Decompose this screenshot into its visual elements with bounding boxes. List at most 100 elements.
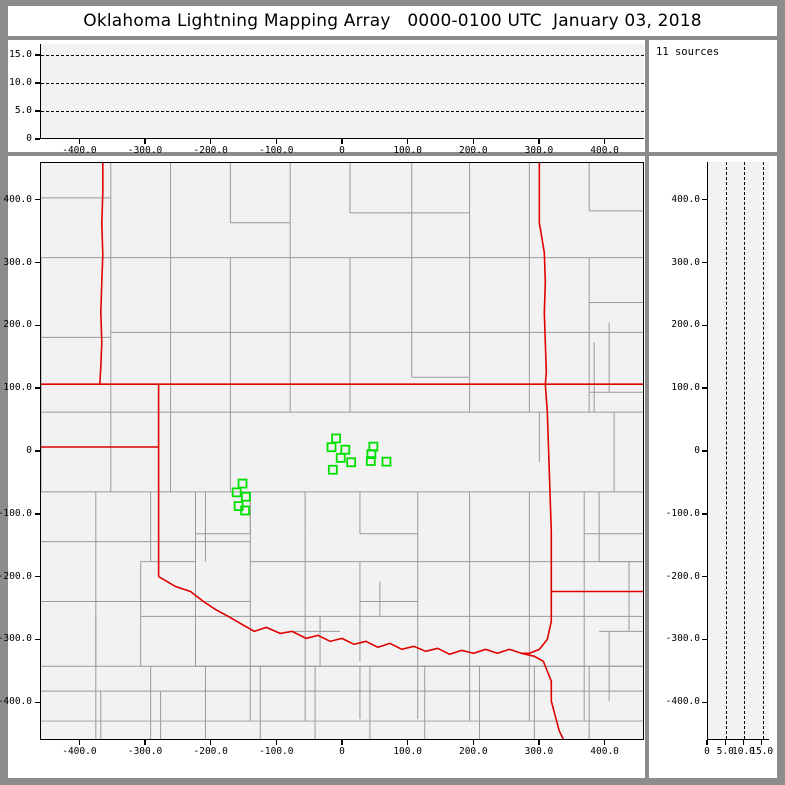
y-tick-label: 0 <box>26 445 32 456</box>
y-tick-label: 15.0 <box>9 49 32 61</box>
y-tickmark <box>35 701 40 703</box>
y-tickmark <box>702 324 707 327</box>
y-tickmark <box>702 261 707 264</box>
y-tickmark <box>35 450 40 452</box>
y-tickmark <box>35 110 40 112</box>
x-tickmark <box>209 740 212 745</box>
y-tick-label: 300.0 <box>671 256 700 268</box>
x-tick-label: 200.0 <box>458 746 488 757</box>
lightning-source-marker <box>331 433 342 444</box>
x-tick-label: 300.0 <box>524 746 554 757</box>
y-tick-label: 0 <box>694 445 700 456</box>
x-tick-label: 0 <box>339 145 345 156</box>
state-boundaries <box>41 163 643 739</box>
x-tick-label: -100.0 <box>259 746 294 757</box>
y-tick-label: 200.0 <box>3 319 32 331</box>
lightning-source-marker <box>231 487 242 498</box>
lightning-source-marker <box>381 456 392 467</box>
lightning-source-marker <box>237 478 248 489</box>
gridline-vertical <box>762 162 764 739</box>
x-tick-label: -200.0 <box>193 746 228 757</box>
x-tick-label: 400.0 <box>590 746 619 757</box>
y-tickmark <box>35 387 40 389</box>
y-tickmark <box>702 638 707 641</box>
x-tick-label: -300.0 <box>127 145 163 156</box>
x-tickmark <box>406 139 409 144</box>
y-tick-label: 100.0 <box>671 382 700 394</box>
lightning-source-marker <box>240 505 251 516</box>
altitude-vs-y-panel: 0 5.0 10.0 15.0 -400.0 -300.0 -200.0 -100.0 0 100… <box>649 156 777 778</box>
y-tickmark <box>35 82 40 84</box>
x-tickmark <box>275 139 278 144</box>
x-tick-label: -100.0 <box>259 145 294 156</box>
y-tick-label: -200.0 <box>0 570 32 582</box>
x-tickmark <box>78 139 81 144</box>
plan-view-map-panel: -400.0 -300.0 -200.0 -100.0 0 100.0 200.0 300.0… <box>0 156 645 778</box>
gridline-horizontal <box>41 83 644 85</box>
x-tickmark <box>472 740 474 745</box>
x-tickmark <box>78 740 81 745</box>
lightning-source-marker <box>327 464 338 475</box>
title-bar: Oklahoma Lightning Mapping Array 0000-01… <box>8 6 777 36</box>
y-tickmark <box>702 450 707 452</box>
y-tickmark <box>35 138 40 140</box>
x-tick-label: -400.0 <box>62 145 97 156</box>
gridline-vertical <box>726 162 728 739</box>
x-tickmark <box>538 139 540 144</box>
lightning-source-marker <box>326 442 337 453</box>
x-tick-label: 400.0 <box>590 145 619 156</box>
y-tick-label: 400.0 <box>671 193 700 205</box>
gridline-horizontal <box>41 111 644 113</box>
gridline-vertical <box>744 162 746 739</box>
x-tick-label: 10.0 <box>732 746 755 757</box>
x-tick-label: 300.0 <box>524 145 554 156</box>
plan-view-plot-area[interactable] <box>40 162 644 740</box>
y-tickmark <box>35 324 40 327</box>
y-tick-label: 200.0 <box>671 319 700 331</box>
y-tick-label: 300.0 <box>3 256 32 268</box>
y-tickmark <box>35 638 40 641</box>
y-tickmark <box>35 54 40 56</box>
y-tickmark <box>702 387 707 389</box>
x-tickmark <box>144 740 146 745</box>
x-tick-label: 0 <box>704 746 710 757</box>
x-tickmark <box>706 740 708 745</box>
altitude-vs-x-plot-area[interactable] <box>40 44 644 139</box>
altitude-vs-x-panel: 0 5.0 10.0 15.0 -400.0 -300.0 -200.0 -100.0 0 100… <box>8 40 645 156</box>
x-tickmark <box>742 740 745 745</box>
source-count-panel: 11 sources <box>649 40 777 152</box>
county-boundaries <box>41 163 643 739</box>
map-svg <box>41 163 643 739</box>
y-tickmark <box>35 575 40 578</box>
x-tick-label: 100.0 <box>393 746 422 757</box>
lightning-source-marker <box>366 449 377 459</box>
gridline-horizontal <box>41 55 644 57</box>
x-tick-label: 100.0 <box>393 145 422 156</box>
x-tick-label: -200.0 <box>193 145 228 156</box>
x-tickmark <box>724 740 726 745</box>
y-tick-label: -200.0 <box>665 570 700 582</box>
x-tickmark <box>275 740 278 745</box>
x-tick-label: 15.0 <box>750 746 774 757</box>
x-tickmark <box>603 740 606 745</box>
x-tick-label: 0 <box>339 746 345 757</box>
y-tick-label: -300.0 <box>0 633 32 645</box>
altitude-vs-y-plot-area[interactable] <box>707 162 769 740</box>
lightning-source-marker <box>240 491 251 502</box>
source-count-label: 11 sources <box>656 46 720 58</box>
page-title: Oklahoma Lightning Mapping Array 0000-01… <box>83 11 702 31</box>
x-tickmark <box>144 139 146 144</box>
lightning-source-marker <box>340 444 351 455</box>
y-tickmark <box>702 198 707 201</box>
y-tick-label: -100.0 <box>665 507 700 519</box>
y-tick-label: 5.0 <box>14 105 32 117</box>
x-tickmark <box>406 740 409 745</box>
lightning-source-marker <box>346 457 357 468</box>
y-tickmark <box>35 513 40 515</box>
y-tick-label: 0 <box>26 133 32 144</box>
x-tickmark <box>761 740 763 745</box>
x-tick-label: -300.0 <box>127 746 163 757</box>
y-tick-label: 10.0 <box>9 77 32 89</box>
y-tick-label: -400.0 <box>665 696 700 708</box>
